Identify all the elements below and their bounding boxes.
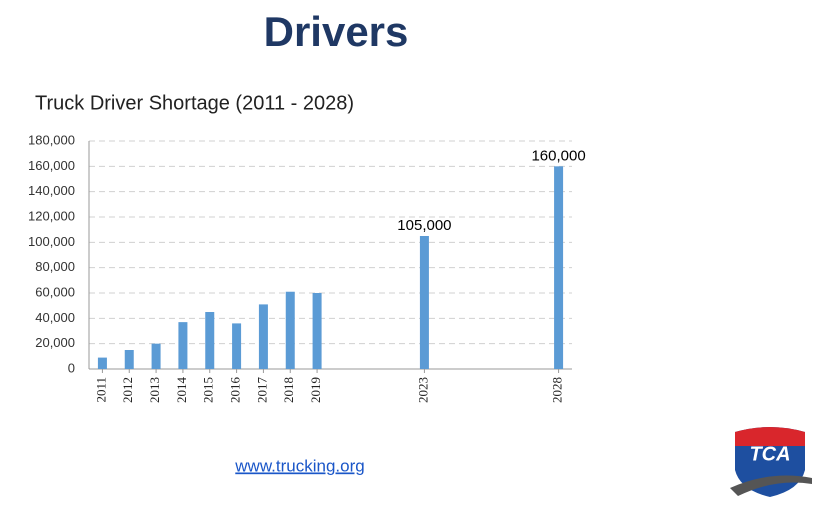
x-tick-label: 2017 (254, 377, 269, 404)
y-tick-label: 100,000 (28, 234, 75, 249)
bar (258, 304, 268, 369)
slide-title: Drivers (264, 8, 409, 55)
y-tick-label: 60,000 (35, 284, 75, 299)
x-tick-label: 2011 (93, 377, 108, 403)
value-label: 160,000 (531, 147, 585, 164)
x-tick-label: 2015 (201, 377, 216, 403)
x-tick-label: 2013 (147, 377, 162, 403)
chart-title: Truck Driver Shortage (2011 - 2028) (35, 92, 354, 114)
bar (419, 236, 429, 369)
y-tick-label: 180,000 (28, 132, 75, 147)
bar (97, 357, 107, 369)
x-tick-label: 2023 (415, 377, 430, 403)
bar (178, 322, 188, 369)
x-tick-label: 2018 (281, 377, 296, 403)
x-tick-label: 2028 (550, 377, 565, 403)
footer-link[interactable]: www.trucking.org (234, 456, 364, 475)
y-tick-label: 80,000 (35, 259, 75, 274)
bar (554, 166, 564, 369)
logo: TCA (730, 427, 812, 497)
y-tick-label: 40,000 (35, 310, 75, 325)
x-tick-label: 2014 (174, 377, 189, 404)
bar (232, 323, 242, 369)
bar (151, 343, 161, 369)
logo-text: TCA (749, 443, 790, 465)
x-tick-label: 2019 (308, 377, 323, 403)
y-tick-label: 120,000 (28, 208, 75, 223)
y-tick-label: 0 (68, 360, 75, 375)
bar (312, 293, 322, 369)
x-tick-label: 2016 (228, 377, 243, 404)
y-tick-label: 140,000 (28, 183, 75, 198)
y-tick-label: 20,000 (35, 335, 75, 350)
y-tick-label: 160,000 (28, 158, 75, 173)
value-label: 105,000 (397, 217, 451, 234)
bar (285, 291, 295, 369)
bar (205, 312, 215, 369)
x-tick-label: 2012 (120, 377, 135, 403)
bar (124, 350, 134, 369)
